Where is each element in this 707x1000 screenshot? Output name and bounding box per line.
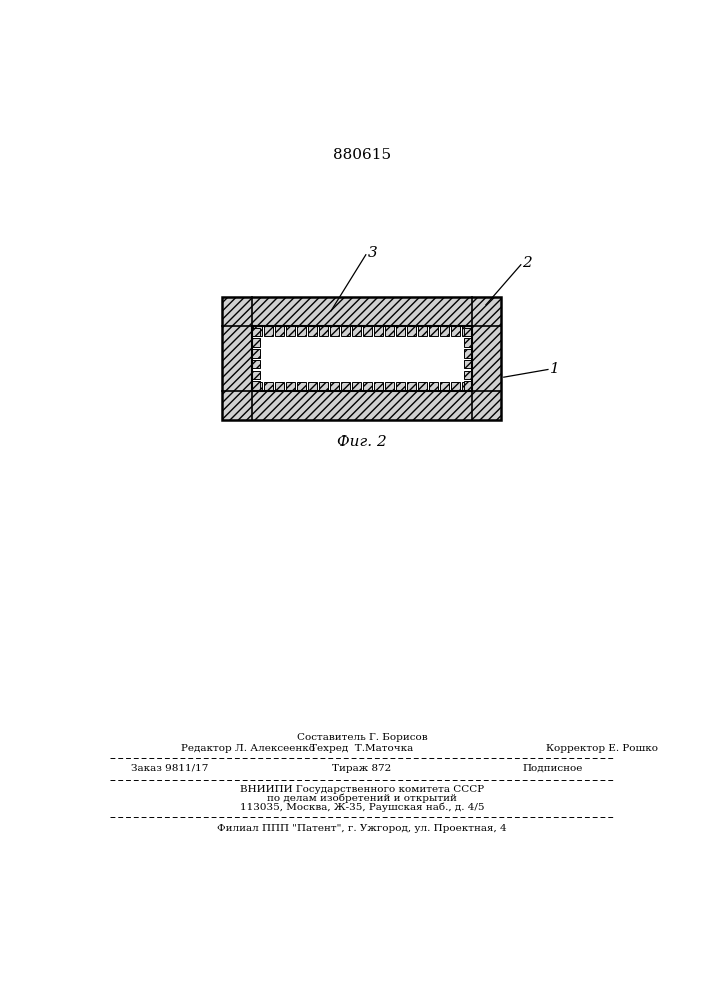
Text: 1: 1 [550,362,560,376]
Text: 3: 3 [368,246,377,260]
Bar [223,391,501,420]
Bar [472,326,501,391]
Bar [352,382,361,391]
Bar [363,382,372,391]
Bar [330,382,339,391]
Bar [462,382,471,391]
Bar [223,297,501,420]
Text: 880615: 880615 [333,148,391,162]
Bar [374,326,382,336]
Bar [253,326,262,336]
Bar [264,326,273,336]
Bar [297,382,305,391]
Bar [462,326,471,336]
Bar [407,326,416,336]
Bar [264,382,273,391]
Bar [464,360,472,368]
Bar [464,381,472,390]
Bar [252,349,259,358]
Bar [341,382,350,391]
Text: Заказ 9811/17: Заказ 9811/17 [131,764,209,773]
Text: Редактор Л. Алексеенко: Редактор Л. Алексеенко [182,744,315,753]
Bar [451,326,460,336]
Bar [297,326,305,336]
Bar [429,382,438,391]
Bar [407,382,416,391]
Text: Техред  Т.Маточка: Техред Т.Маточка [310,744,414,753]
Bar [440,382,449,391]
Bar [464,328,472,336]
Bar [440,326,449,336]
Bar [252,381,259,390]
Bar [385,326,394,336]
Bar [252,326,472,391]
Bar [319,326,328,336]
Bar [464,349,472,358]
Bar [252,328,259,336]
Bar [275,326,284,336]
Bar [223,297,501,420]
Bar [429,326,438,336]
Bar [223,297,501,326]
Bar [275,382,284,391]
Bar [252,371,259,379]
Bar [308,326,317,336]
Bar [464,371,472,379]
Bar [252,326,472,391]
Bar [286,326,295,336]
Bar [308,382,317,391]
Bar [341,326,350,336]
Bar [385,382,394,391]
Bar [418,326,427,336]
Bar [374,382,382,391]
Text: по делам изобретений и открытий: по делам изобретений и открытий [267,794,457,803]
Bar [418,382,427,391]
Text: ВНИИПИ Государственного комитета СССР: ВНИИПИ Государственного комитета СССР [240,785,484,794]
Text: 2: 2 [522,256,532,270]
Bar [352,326,361,336]
Bar [396,326,405,336]
Text: Подписное: Подписное [522,764,583,773]
Bar [451,382,460,391]
Bar [286,382,295,391]
Text: 113035, Москва, Ж-35, Раушская наб., д. 4/5: 113035, Москва, Ж-35, Раушская наб., д. … [240,803,484,812]
Bar [252,360,259,368]
Bar [319,382,328,391]
Bar [223,326,252,391]
Text: Корректор Е. Рошко: Корректор Е. Рошко [546,744,658,753]
Text: Филиал ППП "Патент", г. Ужгород, ул. Проектная, 4: Филиал ППП "Патент", г. Ужгород, ул. Про… [217,824,507,833]
Bar [330,326,339,336]
Text: Составитель Г. Борисов: Составитель Г. Борисов [297,733,427,742]
Text: Фиг. 2: Фиг. 2 [337,435,387,449]
Bar [464,338,472,347]
Bar [396,382,405,391]
Bar [363,326,372,336]
Text: Тираж 872: Тираж 872 [332,764,392,773]
Bar [253,382,262,391]
Bar [252,338,259,347]
